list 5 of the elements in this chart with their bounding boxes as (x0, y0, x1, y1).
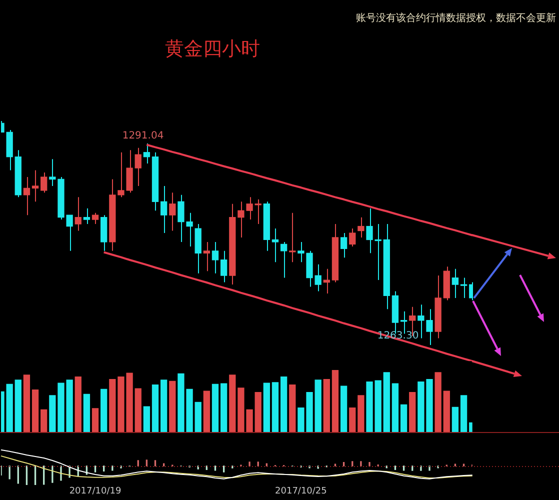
text: 账号没有该合约行情数据授权，数据不会更新 (356, 12, 556, 25)
x-tick-label: 2017/10/25 (275, 486, 327, 497)
chart-title: 黄金四小时 (165, 37, 260, 62)
annotation: 1291.04 (122, 130, 164, 142)
x-tick-label: 2017/10/19 (69, 486, 122, 497)
